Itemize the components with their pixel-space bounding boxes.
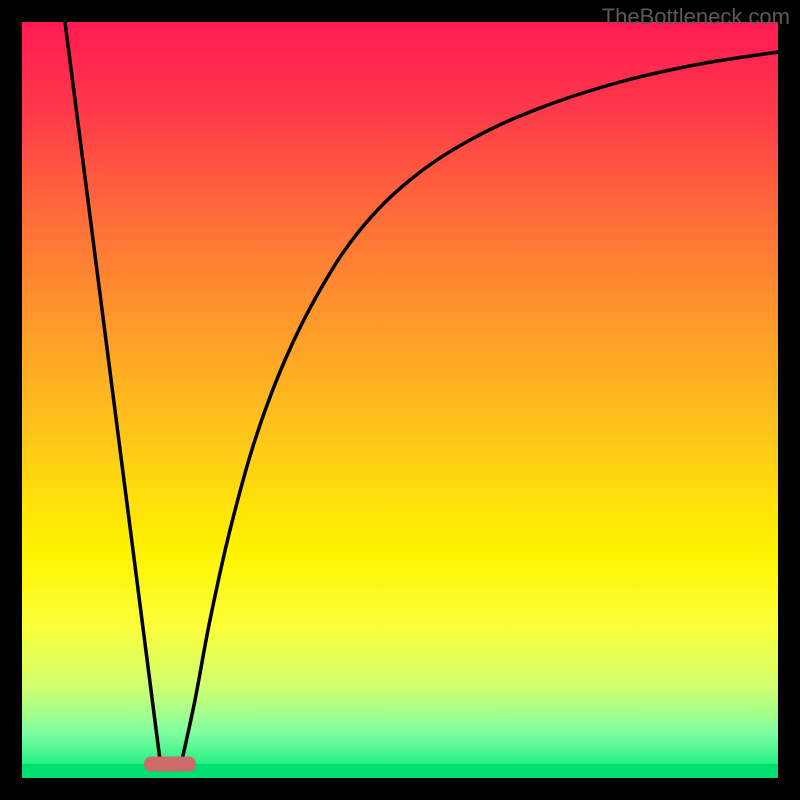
bottleneck-marker: [144, 757, 196, 772]
bottleneck-chart: [0, 0, 800, 800]
bottom-green-band: [22, 764, 778, 778]
plot-background: [22, 22, 778, 778]
chart-container: TheBottleneck.com: [0, 0, 800, 800]
